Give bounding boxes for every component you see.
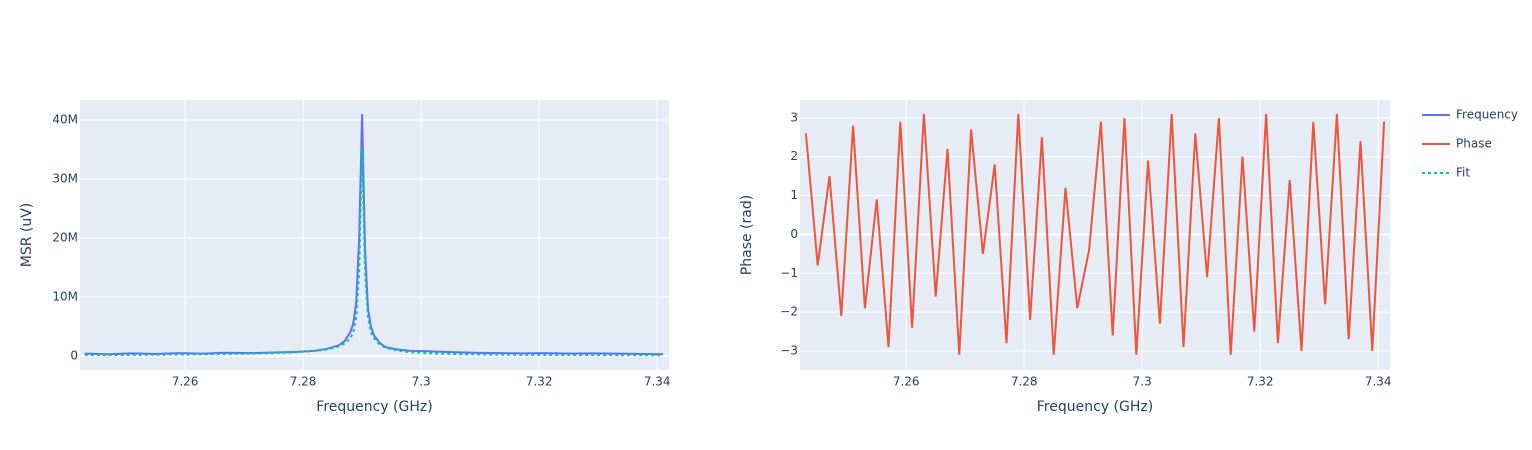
series-line — [84, 114, 664, 356]
y-tick-label: −3 — [780, 343, 798, 357]
y-tick-label: 40M — [52, 113, 78, 127]
x-tick-label: 7.32 — [526, 375, 553, 389]
y-tick-label: 0 — [70, 349, 78, 363]
x-tick-label: 7.26 — [893, 375, 920, 389]
x-tick-label: 7.32 — [1247, 375, 1274, 389]
y-axis-title: Phase (rad) — [739, 195, 755, 275]
x-tick-label: 7.26 — [172, 375, 199, 389]
y-tick-label: 30M — [52, 172, 78, 186]
y-tick-label: 1 — [790, 188, 798, 202]
y-tick-label: 0 — [790, 227, 798, 241]
y-tick-label: −2 — [780, 305, 798, 319]
y-tick-label: 10M — [52, 290, 78, 304]
x-tick-label: 7.3 — [412, 375, 431, 389]
x-tick-label: 7.28 — [290, 375, 317, 389]
x-tick-label: 7.34 — [1365, 375, 1392, 389]
x-tick-label: 7.28 — [1011, 375, 1038, 389]
plot-area — [80, 100, 669, 370]
y-tick-label: −1 — [780, 266, 798, 280]
legend-label: Frequency — [1456, 108, 1518, 122]
x-tick-label: 7.3 — [1133, 375, 1152, 389]
legend-label: Fit — [1456, 166, 1470, 180]
y-axis-title: MSR (uV) — [19, 203, 35, 268]
y-tick-label: 3 — [790, 110, 798, 124]
x-axis-title: Frequency (GHz) — [1037, 399, 1153, 415]
series-line — [84, 149, 664, 357]
legend-label: Phase — [1456, 137, 1492, 151]
y-tick-label: 20M — [52, 231, 78, 245]
x-tick-label: 7.34 — [644, 375, 671, 389]
y-tick-label: 2 — [790, 149, 798, 163]
x-axis-title: Frequency (GHz) — [316, 399, 432, 415]
series-line — [804, 113, 1386, 355]
